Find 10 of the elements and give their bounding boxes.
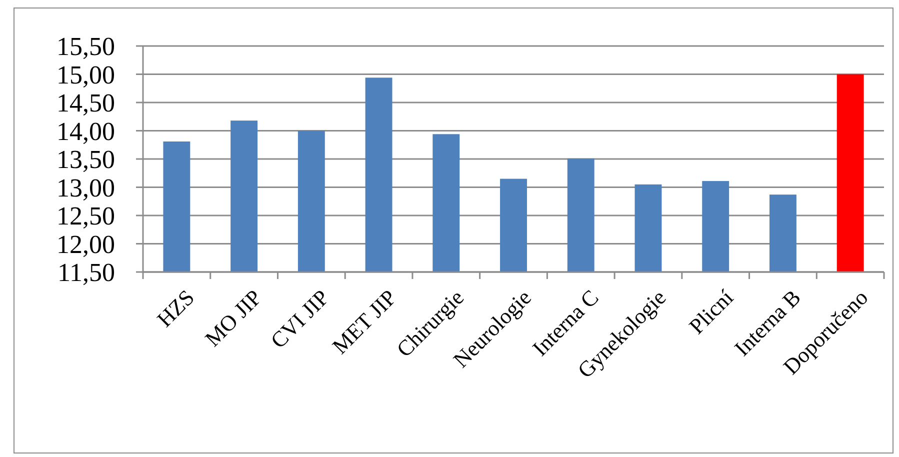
y-tick-label: 13,50 xyxy=(56,145,115,174)
x-tick-label: MO JIP xyxy=(200,284,266,352)
y-tick-label: 15,50 xyxy=(56,32,115,62)
y-tick-label: 14,50 xyxy=(56,88,115,118)
y-tick-label: 15,00 xyxy=(56,60,115,90)
y-tick-label: 11,50 xyxy=(57,258,115,288)
y-tick-label: 14,00 xyxy=(56,116,115,146)
y-tick-label: 12,50 xyxy=(56,202,115,231)
y-tick-label: 12,00 xyxy=(56,230,115,259)
y-tick-label: 13,00 xyxy=(56,173,115,202)
